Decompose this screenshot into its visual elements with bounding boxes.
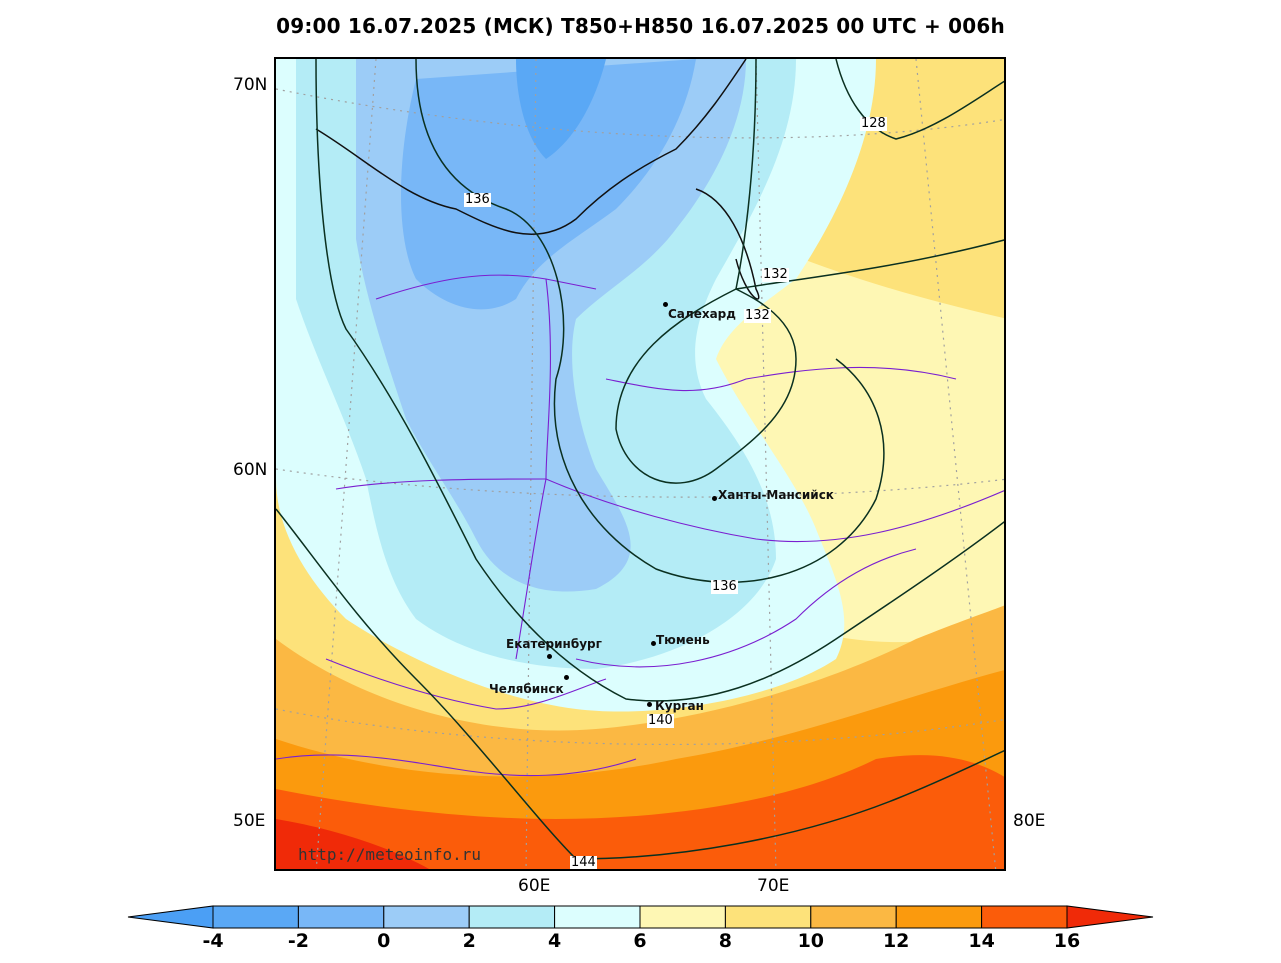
colorbar	[127, 905, 1154, 929]
city-dot-chelyabinsk	[564, 675, 569, 680]
colorbar-tick-label: 6	[633, 930, 647, 952]
colorbar-max-arrow	[1066, 905, 1154, 929]
city-label-chelyabinsk: Челябинск	[489, 682, 564, 696]
field-blue-core	[516, 59, 606, 159]
colorbar-segment	[639, 905, 726, 929]
colorbar-segment	[810, 905, 897, 929]
coastline-gulf	[695, 188, 760, 300]
lat-label-70n: 70N	[233, 75, 268, 95]
colorbar-tick-label: 10	[797, 930, 825, 952]
colorbar-segment	[895, 905, 983, 929]
colorbar-tick-label: 16	[1053, 930, 1081, 952]
graticule	[276, 59, 1004, 869]
city-dot-tyumen	[651, 641, 656, 646]
contour-label-132-b: 132	[744, 308, 771, 323]
city-label-khanty-mansiysk: Ханты-Мансийск	[718, 488, 834, 502]
map-title: 09:00 16.07.2025 (МСК) T850+H850 16.07.2…	[276, 14, 1005, 38]
colorbar-segment	[468, 905, 556, 929]
temperature-map: 136 128 132 132 136 140 144 Салехард Хан…	[274, 57, 1006, 871]
city-label-tyumen: Тюмень	[656, 633, 710, 647]
colorbar-tick-label: 12	[882, 930, 910, 952]
watermark-link: http://meteoinfo.ru	[298, 845, 482, 864]
lat-label-60n: 60N	[233, 460, 268, 480]
city-dot-kurgan	[647, 702, 652, 707]
contour-label-128: 128	[860, 116, 887, 131]
contour-label-136-north: 136	[464, 192, 491, 207]
field-red-orange	[276, 755, 1004, 869]
city-label-salekhard: Салехард	[668, 307, 736, 321]
colorbar-tick-label: 14	[968, 930, 995, 952]
lon-label-70e: 70E	[757, 876, 790, 896]
colorbar-tick-label: 2	[462, 930, 476, 952]
colorbar-segment	[212, 905, 299, 929]
field-blue-dark	[401, 59, 696, 310]
field-yellow-northeast	[836, 59, 1004, 238]
city-dot-khanty-mansiysk	[712, 496, 717, 501]
coastline	[315, 59, 747, 235]
colorbar-segment	[383, 905, 470, 929]
colorbar-tick-label: 4	[547, 930, 562, 952]
colorbar-segment	[554, 905, 641, 929]
lon-label-60e: 60E	[518, 876, 551, 896]
city-dot-salekhard	[663, 302, 668, 307]
colorbar-segment	[981, 905, 1068, 929]
colorbar-tick-label: -2	[287, 930, 309, 952]
colorbar-min-arrow	[127, 905, 214, 929]
colorbar-segment	[297, 905, 385, 929]
field-red	[276, 819, 430, 869]
colorbar-tick-label: 8	[718, 930, 733, 952]
lon-label-50e: 50E	[233, 811, 266, 831]
city-label-yekaterinburg: Екатеринбург	[506, 637, 602, 651]
city-dot-yekaterinburg	[547, 654, 552, 659]
temperature-field	[276, 59, 1004, 869]
lon-label-80e: 80E	[1013, 811, 1046, 831]
contour-label-144: 144	[570, 855, 597, 870]
colorbar-tick-label: -4	[202, 930, 224, 952]
contour-label-136-south: 136	[711, 579, 738, 594]
colorbar-segment	[724, 905, 812, 929]
contour-label-140: 140	[647, 713, 674, 728]
city-label-kurgan: Курган	[655, 699, 704, 713]
contour-label-132-a: 132	[762, 267, 789, 282]
colorbar-tick-label: 0	[377, 930, 391, 952]
admin-borders	[276, 274, 1004, 777]
